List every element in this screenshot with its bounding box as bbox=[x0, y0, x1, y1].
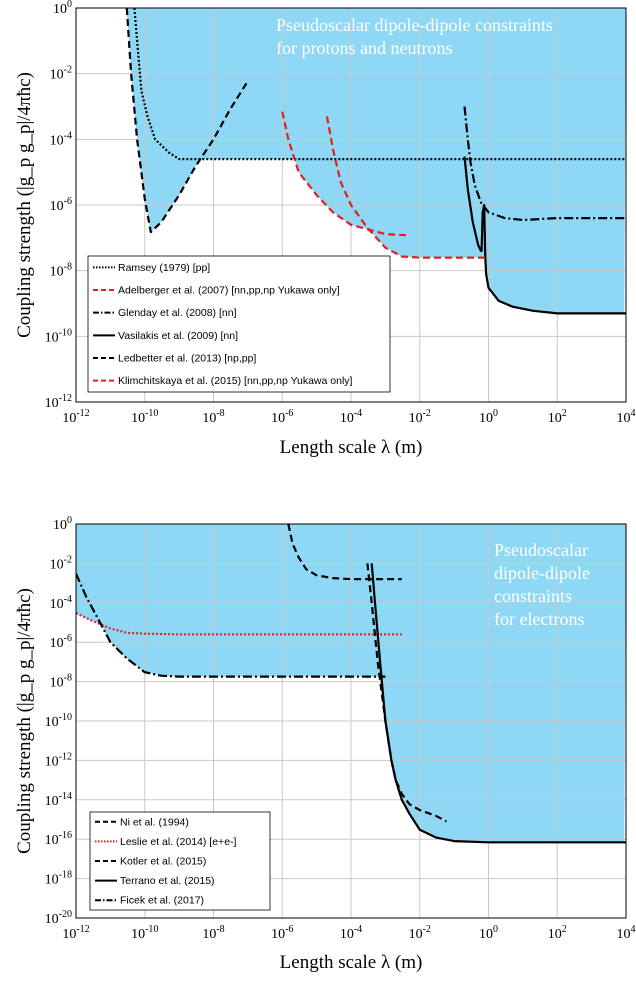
legend-box bbox=[87, 255, 391, 393]
x-tick-label: 10-8 bbox=[202, 924, 224, 942]
y-tick-label: 10-4 bbox=[50, 594, 72, 612]
chart-title-line-4: for electrons bbox=[494, 609, 584, 629]
series-line-0 bbox=[366, 563, 448, 823]
x-tick-label: 10-10 bbox=[131, 924, 158, 942]
series-lines bbox=[125, 8, 626, 315]
x-tick-label: 10-6 bbox=[271, 924, 293, 942]
x-axis-label: Length scale λ (m) bbox=[280, 437, 423, 458]
y-tick-labels: 10-20 10-18 10-16 10-14 10-12 10-10 10-8 10-6 10… bbox=[45, 515, 72, 927]
series-line-1 bbox=[76, 612, 402, 636]
y-tick-label: 10-16 bbox=[45, 830, 72, 848]
series-line-3 bbox=[370, 563, 626, 844]
y-tick-label: 100 bbox=[53, 515, 72, 533]
x-tick-label: 10-6 bbox=[271, 408, 293, 426]
series-line-3 bbox=[463, 156, 626, 315]
y-axis-label: Coupling strength (|g_p g_p|/4πħc) bbox=[14, 72, 35, 338]
legend-entry-label: Glenday et al. (2008) [nn] bbox=[118, 307, 237, 319]
y-tick-label: 10-10 bbox=[45, 327, 72, 345]
legend-entry-label: Ni et al. (1994) bbox=[120, 816, 189, 828]
x-tick-label: 10-4 bbox=[340, 924, 362, 942]
legend-entry-label: Ramsey (1979) [pp] bbox=[118, 262, 210, 274]
x-tick-label: 102 bbox=[548, 408, 567, 426]
x-tick-label: 100 bbox=[479, 408, 498, 426]
plot-frame bbox=[75, 7, 627, 403]
x-tick-label: 10-12 bbox=[62, 408, 89, 426]
y-tick-label: 100 bbox=[53, 0, 72, 17]
y-tick-labels: 10-12 10-10 10-8 10-6 10-4 10-2 100 bbox=[45, 0, 72, 411]
chart-title: Pseudoscalar dipole-dipole constraints f… bbox=[276, 15, 553, 58]
x-tick-label: 10-8 bbox=[202, 408, 224, 426]
x-tick-label: 10-2 bbox=[409, 924, 431, 942]
legend-entry-label: Klimchitskaya et al. (2015) [nn,pp,np Yu… bbox=[118, 375, 353, 387]
legend-entry-label: Ledbetter et al. (2013) [np,pp] bbox=[118, 353, 256, 365]
legend-entry-label: Kotler et al. (2015) bbox=[120, 856, 206, 868]
chart-title-line-2: dipole-dipole bbox=[494, 563, 590, 583]
x-tick-label: 102 bbox=[548, 924, 567, 942]
x-tick-label: 10-4 bbox=[340, 408, 362, 426]
y-tick-label: 10-8 bbox=[50, 262, 72, 280]
series-line-5 bbox=[325, 116, 489, 259]
y-tick-label: 10-12 bbox=[45, 751, 72, 769]
y-tick-label: 10-20 bbox=[45, 909, 72, 927]
x-tick-label: 104 bbox=[617, 924, 636, 942]
x-tick-label: 10-10 bbox=[131, 408, 158, 426]
legend-entry-label: Ficek et al. (2017) bbox=[120, 895, 204, 907]
chart-title-line-2: for protons and neutrons bbox=[276, 38, 452, 58]
x-tick-label: 100 bbox=[479, 924, 498, 942]
legend-entry-label: Vasilakis et al. (2009) [nn] bbox=[118, 330, 238, 342]
series-line-1 bbox=[281, 111, 410, 237]
series-lines bbox=[76, 524, 626, 844]
series-line-4 bbox=[76, 573, 386, 678]
series-line-0 bbox=[133, 8, 626, 161]
y-axis-label-text: Coupling strength (|g_p g_p|/4πħc) bbox=[14, 72, 35, 338]
y-tick-label: 10-6 bbox=[50, 633, 72, 651]
x-tick-label: 104 bbox=[617, 408, 636, 426]
y-tick-label: 10-12 bbox=[45, 393, 72, 411]
y-tick-label: 10-2 bbox=[50, 554, 72, 572]
legend-entry-label: Leslie et al. (2014) [e+e-] bbox=[120, 836, 237, 848]
y-tick-label: 10-6 bbox=[50, 196, 72, 214]
y-tick-label: 10-2 bbox=[50, 65, 72, 83]
legend-box bbox=[89, 811, 271, 911]
chart-panel-protons-neutrons: Pseudoscalar dipole-dipole constraints f… bbox=[14, 0, 636, 458]
plot-frame bbox=[75, 523, 627, 919]
legend-entry-label: Terrano et al. (2015) bbox=[120, 875, 215, 887]
y-axis-label: Coupling strength (|g_p g_p|/4πħc) bbox=[14, 588, 35, 854]
chart-title-line-1: Pseudoscalar bbox=[494, 540, 588, 560]
chart-title-line-3: constraints bbox=[494, 586, 572, 606]
y-tick-label: 10-18 bbox=[45, 870, 72, 888]
y-tick-label: 10-14 bbox=[45, 791, 72, 809]
chart-title: Pseudoscalar dipole-dipole constraints f… bbox=[494, 540, 590, 629]
x-tick-label: 10-12 bbox=[62, 924, 89, 942]
x-tick-labels: 10-12 10-10 10-8 10-6 10-4 10-2 100 102 104 bbox=[62, 924, 635, 942]
legend-entry-label: Adelberger et al. (2007) [nn,pp,np Yukaw… bbox=[118, 285, 340, 297]
legend: Ni et al. (1994) Leslie et al. (2014) [e+… bbox=[89, 811, 271, 911]
y-tick-label: 10-10 bbox=[45, 712, 72, 730]
x-axis-label: Length scale λ (m) bbox=[280, 952, 423, 973]
legend: Ramsey (1979) [pp] Adelberger et al. (200… bbox=[87, 255, 391, 393]
y-tick-label: 10-8 bbox=[50, 673, 72, 691]
y-axis-label-text: Coupling strength (|g_p g_p|/4πħc) bbox=[14, 588, 35, 854]
series-line-2 bbox=[287, 524, 402, 581]
chart-title-line-1: Pseudoscalar dipole-dipole constraints bbox=[276, 15, 553, 35]
chart-panel-electrons: Pseudoscalar dipole-dipole constraints f… bbox=[14, 515, 636, 973]
x-tick-labels: 10-12 10-10 10-8 10-6 10-4 10-2 100 102 104 bbox=[62, 408, 635, 426]
y-tick-label: 10-4 bbox=[50, 130, 72, 148]
x-tick-label: 10-2 bbox=[409, 408, 431, 426]
